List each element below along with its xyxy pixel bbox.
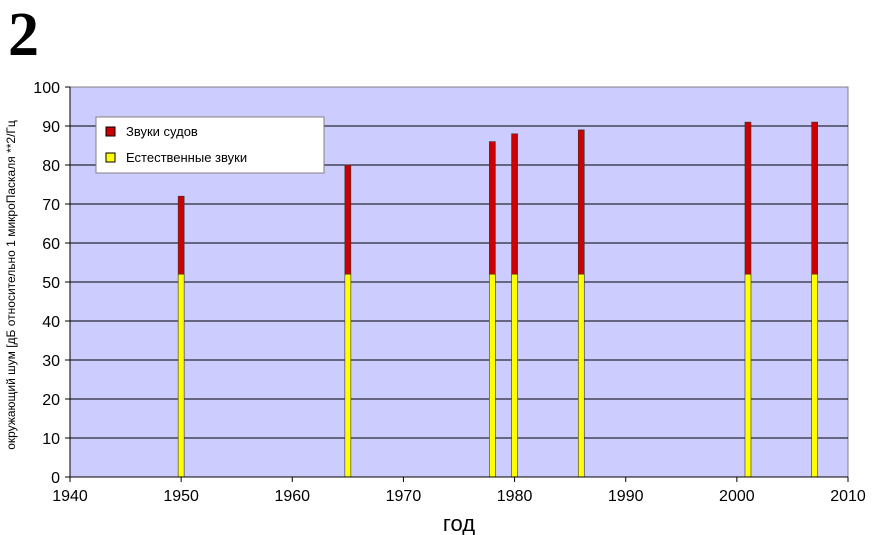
y-tick-label: 10 [42,431,60,448]
bar-1965-ships [345,165,351,274]
y-tick-label: 70 [42,197,60,214]
y-axis-title: окружающий шум [дБ относительно 1 микроП… [4,120,18,450]
bar-1980-ships [512,134,518,274]
x-tick-label: 1970 [386,488,422,505]
bar-1980-natural [512,274,518,477]
x-tick-label: 1950 [163,488,199,505]
y-tick-label: 40 [42,314,60,331]
y-tick-label: 60 [42,236,60,253]
x-tick-label: 1990 [608,488,644,505]
bar-2007-natural [812,274,818,477]
bar-1978-natural [489,274,495,477]
y-tick-label: 30 [42,353,60,370]
legend-label-natural: Естественные звуки [126,150,247,165]
x-axis-title: год [443,511,475,535]
y-tick-label: 20 [42,392,60,409]
y-tick-label: 100 [33,80,60,97]
x-tick-label: 1960 [274,488,310,505]
y-tick-label: 90 [42,119,60,136]
legend-label-ships: Звуки судов [126,124,198,139]
x-ticks: 1940 1950 1960 1970 1980 1990 2000 2010 [52,477,866,505]
x-tick-label: 2010 [830,488,866,505]
legend: Звуки судов Естественные звуки [96,117,324,173]
y-ticks: 0 10 20 30 40 50 60 70 80 90 100 [33,80,70,487]
bar-1965-natural [345,274,351,477]
x-tick-label: 2000 [719,488,755,505]
bar-1950-ships [178,196,184,274]
x-tick-label: 1940 [52,488,88,505]
y-tick-label: 50 [42,275,60,292]
y-tick-label: 0 [51,470,60,487]
legend-swatch-ships [106,127,115,136]
bar-1950-natural [178,274,184,477]
y-tick-label: 80 [42,158,60,175]
bar-1978-ships [489,142,495,275]
bar-2001-natural [745,274,751,477]
bar-1986-ships [578,130,584,274]
bar-2007-ships [812,122,818,274]
legend-swatch-natural [106,153,115,162]
bar-2001-ships [745,122,751,274]
x-tick-label: 1980 [497,488,533,505]
bar-1986-natural [578,274,584,477]
